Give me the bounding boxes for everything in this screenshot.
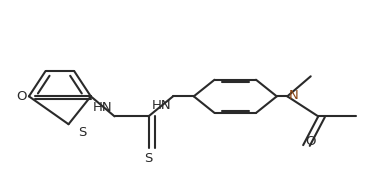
Text: O: O xyxy=(17,90,27,103)
Text: O: O xyxy=(305,135,315,148)
Text: N: N xyxy=(289,89,299,102)
Text: S: S xyxy=(78,126,86,139)
Text: HN: HN xyxy=(93,101,112,114)
Text: HN: HN xyxy=(152,99,171,112)
Text: S: S xyxy=(144,152,153,165)
